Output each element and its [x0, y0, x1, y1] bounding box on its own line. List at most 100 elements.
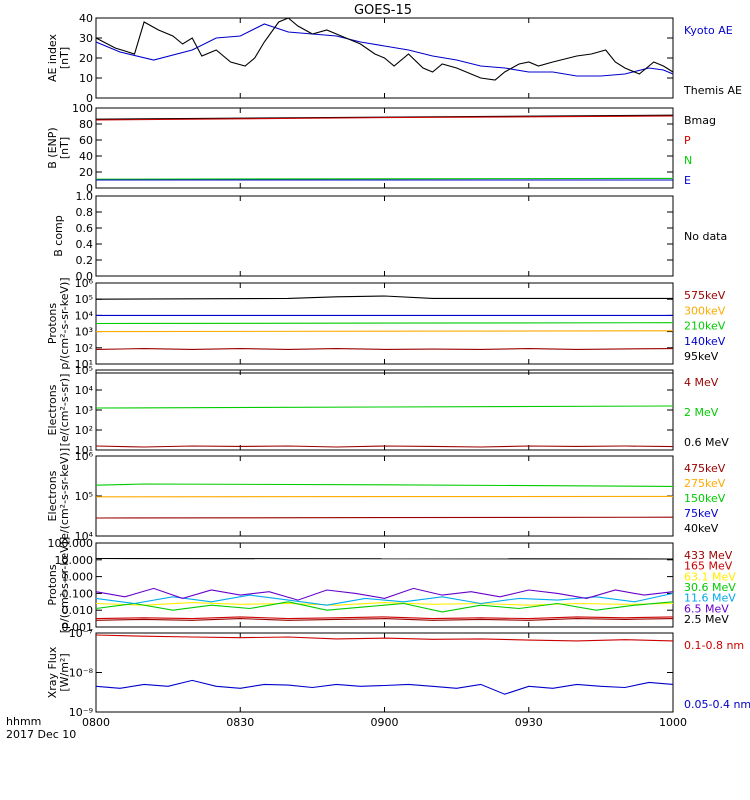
legend-entry: 0.6 MeV	[684, 436, 729, 449]
y-tick-label: 10⁻⁸	[69, 667, 94, 680]
x-tick-label: 0930	[515, 716, 543, 729]
time-axis-label: hhmm	[6, 715, 41, 728]
y-tick-label: 0.2	[76, 254, 94, 267]
series-0-05-0-4-nm	[95, 679, 674, 695]
x-tick-label: 0900	[371, 716, 399, 729]
series-63-1-mev	[95, 602, 674, 606]
series-kyoto-ae	[95, 23, 674, 77]
panel-frame	[95, 542, 674, 628]
y-tick-label: 40	[79, 12, 93, 25]
panel-electrons1: 10¹ 10² 10³ 10⁴ 10⁵ Electrons [e/(cm²-s-sr)] 4 …	[46, 364, 729, 457]
series-95kev	[95, 295, 673, 300]
y-tick-label: 30	[79, 32, 93, 45]
legend-entry: 0.05-0.4 nm	[684, 698, 750, 711]
y-axis-label: Protons	[46, 564, 59, 605]
y-tick-label: 20	[79, 52, 93, 65]
y-axis-label: [e/(cm²-s-sr)]	[58, 374, 71, 447]
legend-entry: 6.5 MeV	[684, 602, 729, 615]
y-tick-label: 1.0	[76, 190, 94, 203]
panel-xray: 10⁻⁹ 10⁻⁸ 10⁻⁷ Xray Flux [W/m²] 0.1-0.8 nm 0.0…	[46, 627, 750, 719]
y-tick-label: 0	[86, 182, 93, 195]
x-tick-label: 0800	[82, 716, 110, 729]
panel-electrons2: 10⁴ 10⁵ 10⁶ Electrons [e/(cm²-s-sr-keV)] 475k…	[46, 448, 726, 544]
y-tick-label: 0.100	[62, 587, 94, 600]
series-2-5-mev	[95, 618, 674, 621]
legend-entry: Bmag	[684, 114, 716, 127]
series-210kev	[95, 322, 674, 325]
series-150kev	[95, 483, 674, 487]
series-433-mev	[95, 557, 674, 560]
y-tick-label: 10⁴	[75, 530, 94, 543]
legend-entry: Kyoto AE	[684, 24, 733, 37]
series-p	[95, 115, 674, 121]
y-tick-label: 10¹	[75, 444, 93, 457]
legend-entry: 300keV	[684, 304, 726, 317]
y-tick-label: 100	[72, 102, 93, 115]
series-30-6-mev	[95, 601, 674, 613]
series-n	[95, 177, 674, 180]
legend-entry: No data	[684, 230, 727, 243]
legend-entry: 11.6 MeV	[684, 592, 736, 605]
y-tick-label: 100.000	[48, 537, 94, 550]
series-2-mev	[95, 405, 674, 409]
series-themis-ae	[95, 17, 674, 81]
y-tick-label: 40	[79, 150, 93, 163]
y-axis-label: Electrons	[46, 470, 59, 521]
panel-protons2: 0.001 0.010 0.100 1.000 10.000 100.000 Protons…	[46, 537, 736, 634]
y-axis-label: [nT]	[58, 137, 71, 159]
series-575kev	[95, 348, 674, 350]
y-tick-label: 10⁵	[75, 293, 93, 306]
series-11-6-mev	[95, 592, 674, 606]
legend-entry: 4 MeV	[684, 376, 719, 389]
y-axis-label: AE index	[46, 33, 59, 82]
y-tick-label: 10¹	[75, 358, 93, 371]
y-tick-label: 10⁵	[75, 364, 93, 377]
y-tick-label: 10⁴	[75, 309, 94, 322]
y-axis-label: Electrons	[46, 384, 59, 435]
y-axis-label: B (ENP)	[46, 127, 59, 168]
y-tick-label: 10	[79, 72, 93, 85]
legend-entry: 575keV	[684, 289, 726, 302]
y-axis-label: p/(cm²-s-sr-keV)]	[58, 277, 71, 369]
legend-entry: P	[684, 134, 691, 147]
series-300kev	[95, 330, 674, 333]
y-tick-label: 0.4	[76, 238, 94, 251]
y-tick-label: 0.6	[76, 222, 94, 235]
y-tick-label: 0.8	[76, 206, 94, 219]
y-tick-label: 20	[79, 166, 93, 179]
y-axis-label: [nT]	[58, 47, 71, 69]
series-0-1-0-8-nm	[95, 634, 674, 642]
panel-bcomp: 0.0 0.2 0.4 0.6 0.8 1.0 B comp No data	[52, 190, 727, 283]
legend-entry: 30.6 MeV	[684, 581, 736, 594]
legend-entry: 2.5 MeV	[684, 613, 729, 626]
legend-entry: 2 MeV	[684, 406, 719, 419]
panel-protons1: 10¹ 10² 10³ 10⁴ 10⁵ 10⁶ Protons p/(cm²-s-sr-keV…	[46, 277, 726, 371]
y-axis-label: [W/m²]	[58, 653, 71, 691]
legend-entry: 0.1-0.8 nm	[684, 639, 744, 652]
x-tick-label: 0830	[226, 716, 254, 729]
panel-ae: 0 10 20 30 40 AE index [nT] Kyoto AE Themis AE	[46, 12, 742, 105]
y-tick-label: 10⁴	[75, 384, 94, 397]
series-6-5-mev	[95, 587, 674, 601]
legend-entry: 95keV	[684, 350, 719, 363]
y-axis-label: Xray Flux	[46, 646, 59, 698]
y-tick-label: 10⁻⁷	[69, 627, 93, 640]
y-axis-label: B comp	[52, 215, 65, 257]
y-tick-label: 10⁻⁹	[69, 706, 93, 719]
panel-frame	[95, 369, 674, 451]
y-tick-label: 10³	[75, 326, 93, 339]
y-tick-label: 1.000	[62, 571, 94, 584]
legend-entry: E	[684, 174, 691, 187]
y-tick-label: 10⁵	[75, 490, 93, 503]
legend-entry: 165 MeV	[684, 560, 733, 573]
y-tick-label: 10³	[75, 404, 93, 417]
y-axis-label: [p/(cm²-s-sr-keV)]	[58, 537, 71, 634]
panel-frame	[95, 107, 674, 189]
series-165-mev	[95, 616, 674, 620]
legend-entry: Themis AE	[683, 84, 742, 97]
legend-entry: 75keV	[684, 507, 719, 520]
y-tick-label: 10²	[75, 424, 93, 437]
y-tick-label: 0.001	[62, 621, 94, 634]
